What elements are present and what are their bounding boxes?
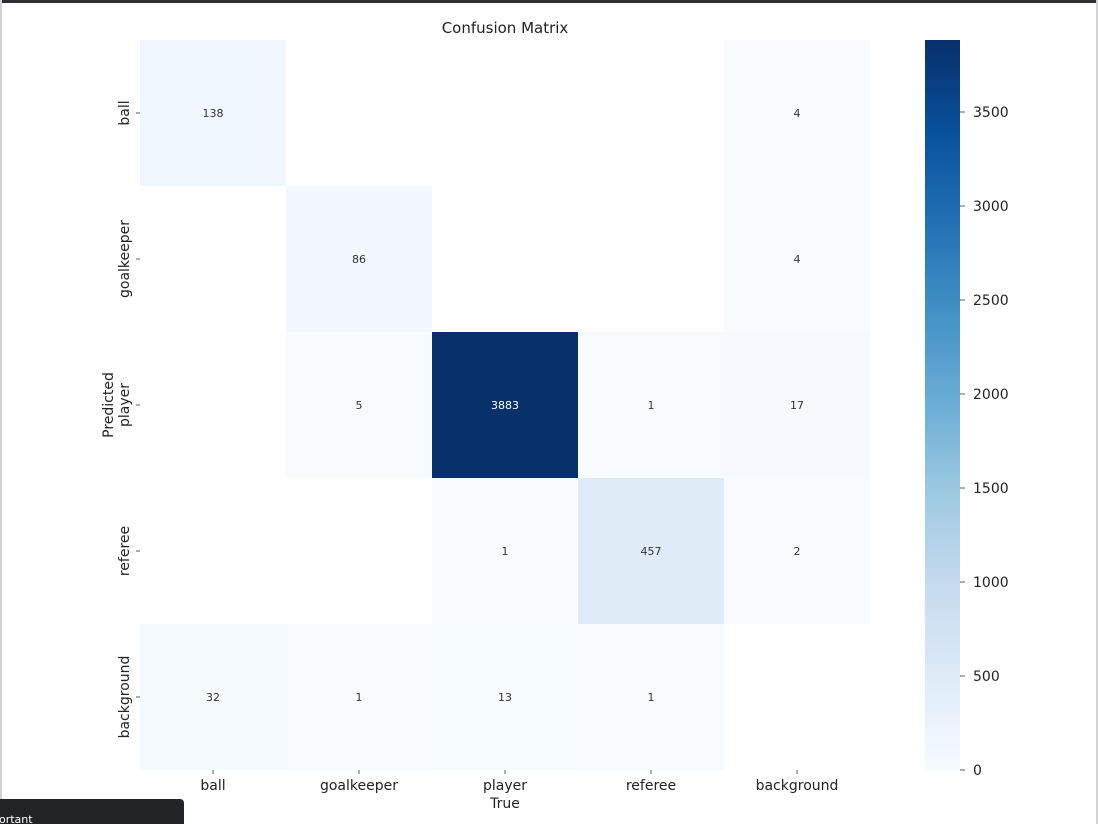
cell-value-label: 2 [794,545,801,558]
colorbar [925,40,960,770]
heatmap-cell [724,478,870,624]
colorbar-tick-label: 1000 [973,575,1009,591]
x-tick-label: referee [626,778,676,794]
y-axis-ticks: ball goalkeeper player referee background [117,100,140,738]
window-right-border [1096,0,1098,824]
window-top-border [0,0,1098,3]
cell-value-label: 1 [648,399,655,412]
cell-value-label: 457 [641,545,662,558]
cell-value-label: 13 [498,691,512,704]
colorbar-tick-label: 0 [973,763,982,779]
heatmap-cell [578,332,724,478]
colorbar-tick-label: 2500 [973,293,1009,309]
heatmap-cell [432,624,578,770]
chart-title: Confusion Matrix [442,19,569,37]
heatmap-cell [286,332,432,478]
heatmap-cell [578,624,724,770]
cell-value-label: 138 [203,107,224,120]
heatmap-cells [140,40,870,770]
heatmap-cell-labels: 138 4 86 4 5 3883 1 17 1 457 2 32 1 13 1 [203,107,805,704]
x-axis-label: True [489,796,520,812]
tooltip-popup: portant [0,799,184,824]
cell-value-label: 1 [502,545,509,558]
x-axis-ticks: ball goalkeeper player referee background [200,770,838,794]
y-tick-label: background [117,656,133,739]
heatmap-cell [286,186,432,332]
cell-value-label: 1 [648,691,655,704]
cell-value-label: 4 [794,107,801,120]
tooltip-text: portant [0,813,33,824]
y-tick-label: referee [117,526,133,576]
cell-value-label: 32 [206,691,220,704]
x-tick-label: background [756,778,839,794]
colorbar-tick-label: 3000 [973,199,1009,215]
heatmap-cell [578,478,724,624]
heatmap-cell [724,40,870,186]
y-tick-label: goalkeeper [117,220,133,298]
heatmap-cell [724,332,870,478]
cell-value-label: 4 [794,253,801,266]
y-axis-label: Predicted [101,372,117,438]
y-tick-label: player [117,383,133,427]
colorbar-tick-label: 500 [973,669,1000,685]
x-tick-label: player [483,778,527,794]
heatmap-cell [140,624,286,770]
cell-value-label: 17 [790,399,804,412]
heatmap-cell [140,40,286,186]
heatmap-cell [724,186,870,332]
colorbar-tick-label: 2000 [973,387,1009,403]
cell-value-label: 1 [356,691,363,704]
heatmap-cell [432,332,578,478]
y-tick-label: ball [117,100,133,125]
colorbar-ticks: 0 500 1000 1500 2000 2500 3000 3500 [960,105,1009,779]
cell-value-label: 5 [356,399,363,412]
x-tick-label: goalkeeper [320,778,398,794]
heatmap-cell [286,624,432,770]
x-tick-label: ball [200,778,225,794]
colorbar-tick-label: 1500 [973,481,1009,497]
colorbar-tick-label: 3500 [973,105,1009,121]
window-left-border [0,0,2,824]
heatmap-cell [432,478,578,624]
cell-value-label: 86 [352,253,366,266]
cell-value-label: 3883 [491,399,519,412]
